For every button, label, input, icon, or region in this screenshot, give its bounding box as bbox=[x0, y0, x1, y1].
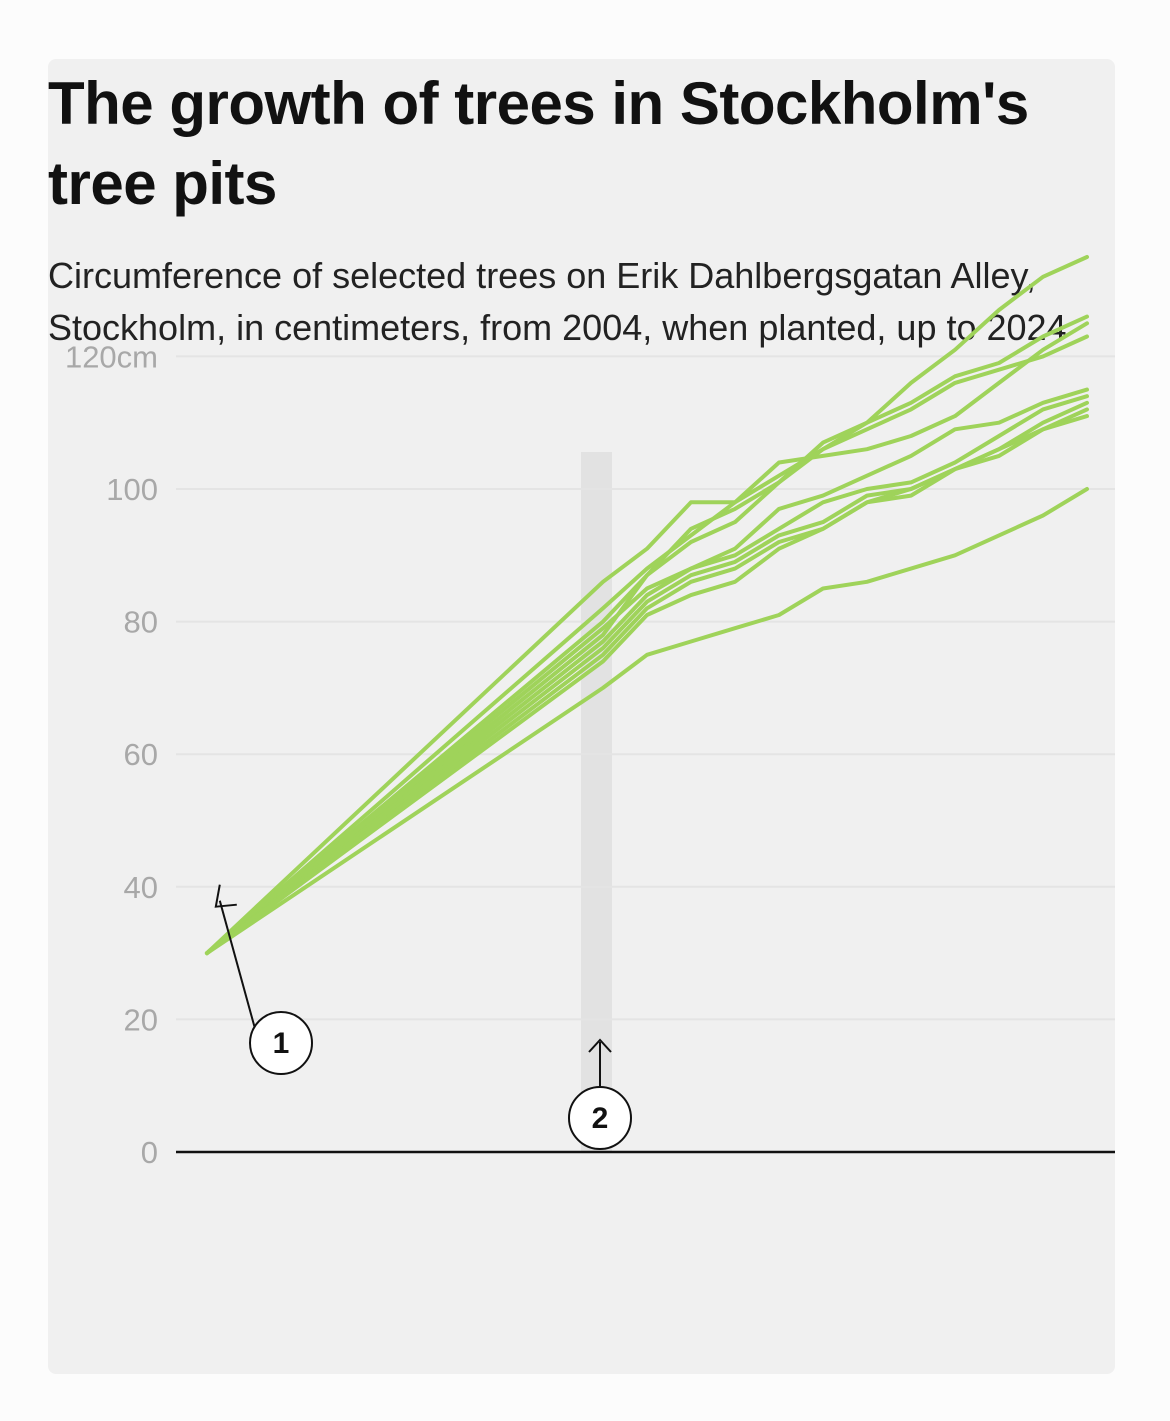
series-line-4 bbox=[205, 334, 1089, 956]
chart-title-line-2: tree pits bbox=[48, 150, 277, 217]
annotation-1: 1 bbox=[214, 884, 313, 1075]
series-line-3 bbox=[205, 321, 1089, 956]
y-tick-label: 80 bbox=[124, 605, 158, 640]
chart-subtitle: Circumference of selected trees on Erik … bbox=[48, 255, 1067, 348]
series-line-7 bbox=[205, 400, 1089, 956]
annotation-2-arrow-head bbox=[588, 1038, 612, 1053]
y-tick-label: 100 bbox=[106, 472, 158, 507]
chart-title-line-1: The growth of trees in Stockholm's bbox=[48, 70, 1029, 137]
y-tick-label: 40 bbox=[124, 870, 158, 905]
annotation-2-badge bbox=[568, 1086, 632, 1150]
annotation-2-label: 2 bbox=[592, 1102, 609, 1135]
y-tick-label: 60 bbox=[124, 737, 158, 772]
series-line-5 bbox=[205, 387, 1089, 956]
highlight-band bbox=[581, 452, 612, 1152]
y-tick-label: 0 bbox=[141, 1135, 158, 1170]
series-line-10 bbox=[205, 487, 1089, 956]
annotation-2: 2 bbox=[568, 1038, 632, 1150]
series-line-8 bbox=[205, 407, 1089, 956]
chart-title: The growth of trees in Stockholm's tree … bbox=[48, 64, 1108, 224]
y-tick-label: 20 bbox=[124, 1002, 158, 1037]
annotation-1-label: 1 bbox=[273, 1027, 290, 1060]
y-tick-label: 120cm bbox=[65, 339, 158, 374]
series-line-9 bbox=[205, 414, 1089, 956]
series-line-6 bbox=[205, 394, 1089, 956]
annotation-1-arrow-head bbox=[214, 884, 237, 908]
annotation-1-badge bbox=[249, 1011, 313, 1075]
